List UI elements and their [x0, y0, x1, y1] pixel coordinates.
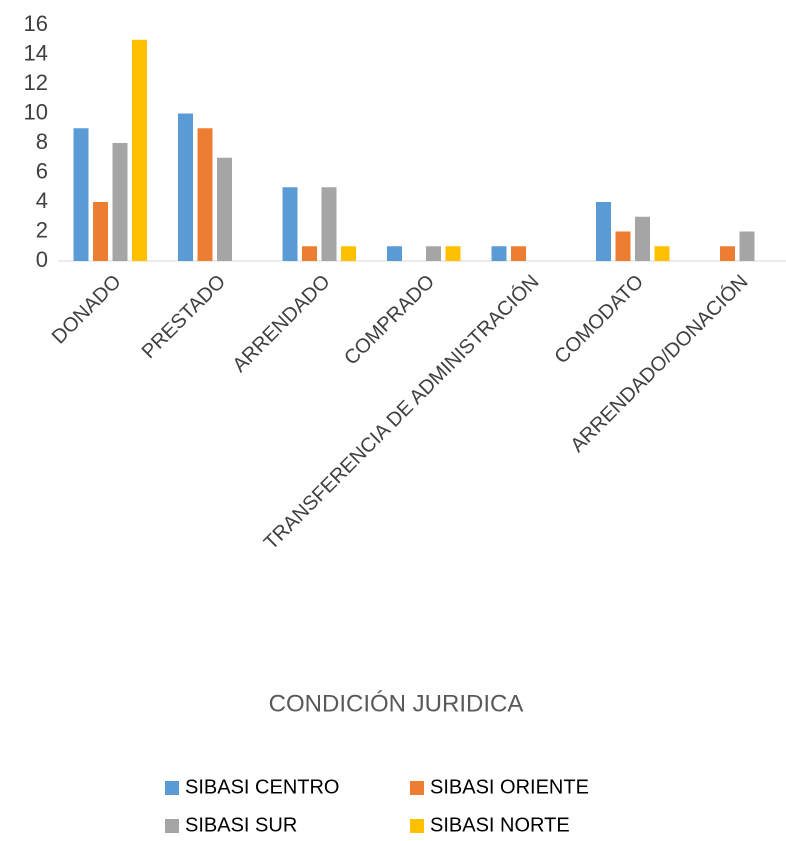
y-tick-label: 16	[24, 11, 48, 36]
y-tick-label: 0	[36, 247, 48, 272]
x-tick-label: PRESTADO	[138, 271, 230, 363]
y-tick-label: 14	[24, 40, 48, 65]
y-tick-label: 8	[36, 129, 48, 154]
bar	[197, 128, 213, 261]
bar	[341, 246, 356, 261]
x-tick-label: DONADO	[48, 271, 126, 349]
bar	[635, 216, 650, 261]
legend-label: SIBASI NORTE	[430, 814, 570, 836]
legend-label: SIBASI ORIENTE	[430, 776, 589, 798]
x-tick-label: ARRENDADO	[229, 271, 335, 377]
legend-swatch	[410, 819, 424, 833]
bar	[615, 231, 631, 261]
y-tick-label: 6	[36, 158, 48, 183]
bar	[217, 157, 232, 261]
legend-swatch	[165, 781, 179, 795]
y-tick-label: 10	[24, 99, 48, 124]
bar	[321, 187, 337, 261]
y-tick-label: 12	[24, 70, 48, 95]
bar	[596, 202, 611, 261]
bar	[132, 39, 147, 261]
y-tick-label: 4	[36, 188, 48, 213]
bar	[73, 128, 89, 261]
x-axis-title: CONDICIÓN JURIDICA	[269, 690, 524, 717]
bar	[112, 143, 128, 261]
bar	[511, 246, 526, 261]
bar	[302, 246, 317, 261]
x-tick-label: COMPRADO	[340, 271, 439, 370]
bar	[282, 187, 298, 261]
bar	[445, 246, 461, 261]
bar	[739, 231, 755, 261]
bar	[720, 246, 735, 261]
y-tick-label: 2	[36, 217, 48, 242]
x-tick-label: ARRENDADO/DONACIÓN	[566, 270, 753, 457]
bar	[426, 246, 441, 261]
legend-label: SIBASI SUR	[185, 814, 297, 836]
bar	[178, 113, 193, 261]
legend-label: SIBASI CENTRO	[185, 776, 339, 798]
legend-swatch	[410, 781, 424, 795]
bar	[654, 246, 670, 261]
bar	[491, 246, 507, 261]
bar	[93, 202, 108, 261]
bar	[387, 246, 402, 261]
legend-swatch	[165, 819, 179, 833]
x-tick-label: COMODATO	[550, 271, 648, 369]
